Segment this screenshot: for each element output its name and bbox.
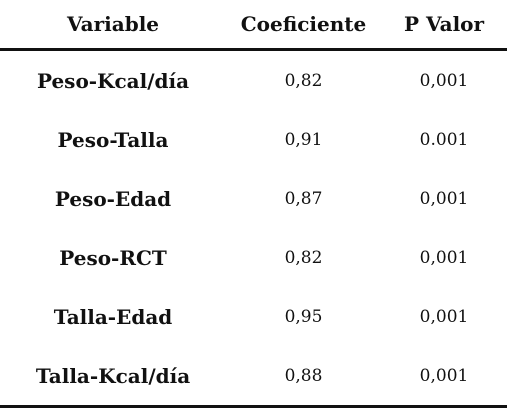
cell-p-valor: 0,001: [381, 346, 507, 408]
table-row: Peso-Kcal/día 0,82 0,001: [0, 50, 507, 111]
cell-variable: Peso-Talla: [57, 127, 169, 152]
cell-p-valor: 0,001: [419, 306, 469, 327]
header-variable: Variable: [0, 0, 226, 51]
header-coeficiente: Coeficiente: [226, 0, 381, 51]
table-body: Peso-Kcal/día 0,82 0,001 Peso-Talla 0,91…: [0, 50, 507, 408]
cell-p-valor: 0,001: [419, 188, 469, 209]
cell-coeficiente: 0,82: [284, 70, 323, 91]
table-row: Peso-Edad 0,87 0,001: [0, 169, 507, 228]
header-p-valor: P Valor: [381, 0, 507, 51]
cell-variable: Talla-Kcal/día: [0, 346, 226, 408]
table-header: Variable Coeficiente P Valor: [0, 0, 507, 51]
cell-variable: Peso-Kcal/día: [36, 68, 190, 93]
table-row: Talla-Edad 0,95 0,001: [0, 287, 507, 346]
cell-coeficiente: 0,95: [284, 306, 323, 327]
cell-p-valor: 0,001: [419, 70, 469, 91]
cell-coeficiente: 0,82: [284, 247, 323, 268]
table-row: Talla-Kcal/día 0,88 0,001: [0, 346, 507, 408]
cell-p-valor: 0,001: [419, 247, 469, 268]
cell-variable: Peso-RCT: [59, 245, 167, 270]
cell-variable: Talla-Edad: [53, 304, 173, 329]
table-row: Peso-RCT 0,82 0,001: [0, 228, 507, 287]
cell-coeficiente: 0,87: [284, 188, 323, 209]
header-row: Variable Coeficiente P Valor: [0, 0, 507, 51]
cell-variable: Peso-Edad: [54, 186, 172, 211]
cell-p-valor: 0.001: [419, 129, 469, 150]
cell-coeficiente: 0,88: [226, 346, 381, 408]
cell-coeficiente: 0,91: [284, 129, 323, 150]
table-row: Peso-Talla 0,91 0.001: [0, 110, 507, 169]
